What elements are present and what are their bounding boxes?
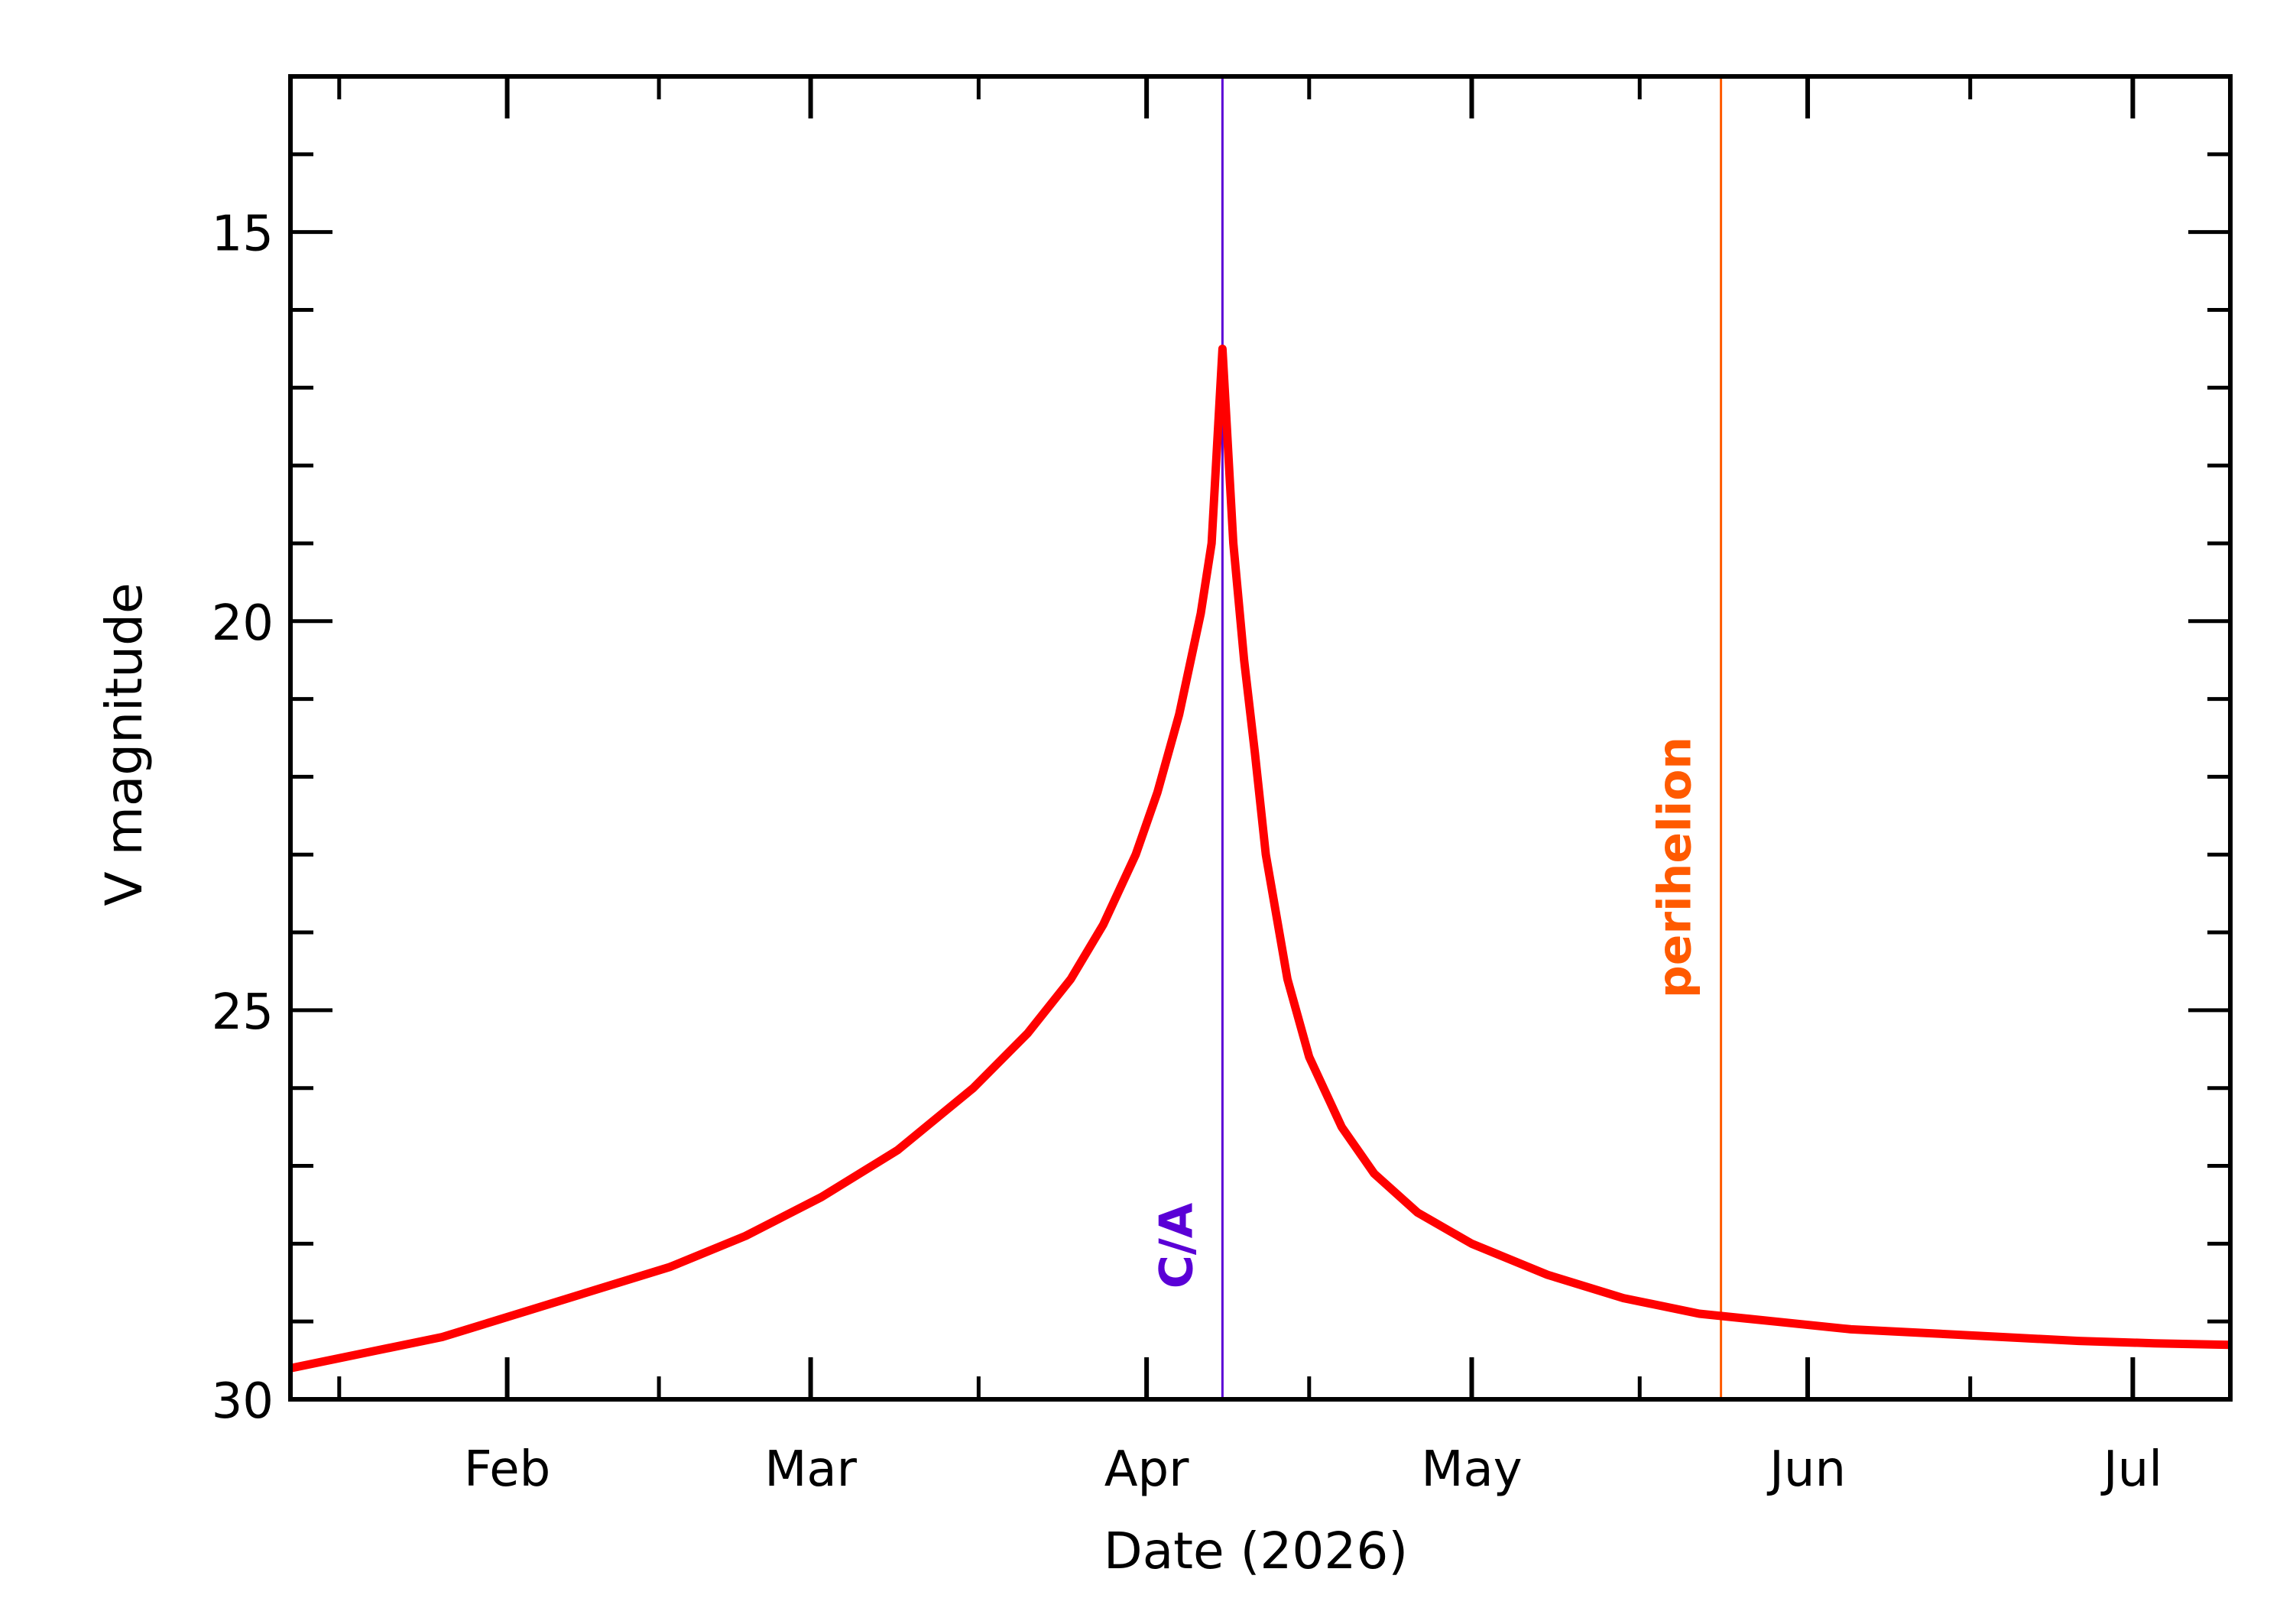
- x-tick-label: May: [1421, 1441, 1522, 1498]
- series-layer: [289, 344, 2231, 1373]
- x-tick-label: Feb: [464, 1441, 550, 1498]
- y-axis-label: V magnitude: [95, 582, 154, 906]
- annotation-labels: C/A perihelion: [1150, 737, 1701, 1289]
- y-tick-label: 30: [212, 1373, 274, 1430]
- x-tick-label: Apr: [1104, 1441, 1189, 1498]
- y-axis-ticks: 15 20 25 30: [212, 152, 2230, 1430]
- series-line: [289, 344, 2231, 1373]
- y-tick-label: 25: [212, 984, 274, 1041]
- x-axis-ticks: Feb Mar Apr May Jun Jul: [337, 76, 2162, 1498]
- y-tick-label: 15: [212, 206, 274, 263]
- plot-frame: [288, 74, 2233, 1402]
- y-tick-label: 20: [212, 595, 274, 652]
- x-tick-label: Jun: [1766, 1441, 1846, 1498]
- annotation-label: C/A: [1150, 1202, 1203, 1289]
- x-tick-label: Jul: [2100, 1441, 2162, 1498]
- x-tick-label: Mar: [764, 1441, 857, 1498]
- annotation-label: perihelion: [1649, 737, 1702, 998]
- annotation-lines: [1221, 76, 1723, 1399]
- x-axis-label: Date (2026): [1104, 1522, 1408, 1580]
